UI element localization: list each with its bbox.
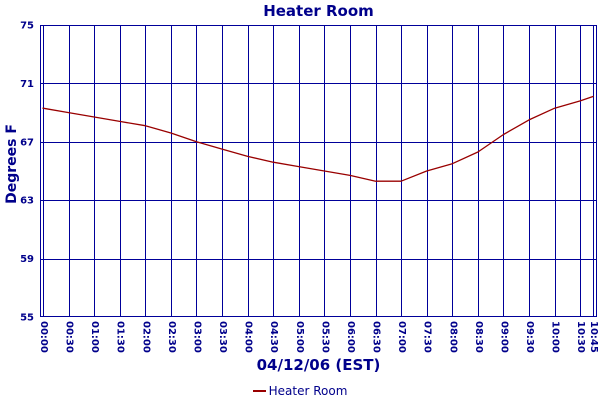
x-tick-label: 02:00 xyxy=(140,321,151,353)
series-line xyxy=(42,95,594,182)
legend-line-swatch xyxy=(252,390,266,392)
x-tick-label: 01:30 xyxy=(115,321,126,353)
x-tick-label: 04:00 xyxy=(243,321,254,353)
x-tick-label: 09:00 xyxy=(498,321,509,353)
x-axis-label: 04/12/06 (EST) xyxy=(256,356,381,374)
x-tick-label: 02:30 xyxy=(166,321,177,353)
x-tick-label: 10:45 xyxy=(588,321,599,353)
legend: Heater Room xyxy=(0,383,600,399)
x-tick-label: 08:30 xyxy=(473,321,484,353)
x-tick-label: 07:30 xyxy=(422,321,433,353)
x-tick-label: 10:00 xyxy=(550,321,561,353)
legend-label: Heater Room xyxy=(268,384,348,398)
y-tick-label: 67 xyxy=(20,137,34,148)
x-tick-label: 08:00 xyxy=(447,321,458,353)
x-tick-label: 01:00 xyxy=(89,321,100,353)
x-tick-label: 06:30 xyxy=(371,321,382,353)
x-tick-label: 06:00 xyxy=(345,321,356,353)
x-tick-label: 05:00 xyxy=(294,321,305,353)
x-tick-label: 04:30 xyxy=(268,321,279,353)
x-tick-label: 07:00 xyxy=(396,321,407,353)
x-tick-label: 09:30 xyxy=(524,321,535,353)
y-axis-label: Degrees F xyxy=(4,124,20,204)
y-tick-label: 63 xyxy=(20,196,34,207)
chart-title: Heater Room xyxy=(263,2,374,20)
x-tick-label: 00:30 xyxy=(64,321,75,353)
y-tick-label: 71 xyxy=(20,79,34,90)
y-tick-label: 59 xyxy=(20,254,34,265)
plot-border xyxy=(40,25,597,317)
y-tick-label: 75 xyxy=(20,21,34,32)
x-tick-label: 03:30 xyxy=(217,321,228,353)
x-tick-label: 03:00 xyxy=(191,321,202,353)
x-tick-label: 05:30 xyxy=(319,321,330,353)
y-tick-label: 55 xyxy=(20,313,34,324)
x-tick-label: 10:30 xyxy=(575,321,586,353)
x-tick-label: 00:00 xyxy=(38,321,49,353)
